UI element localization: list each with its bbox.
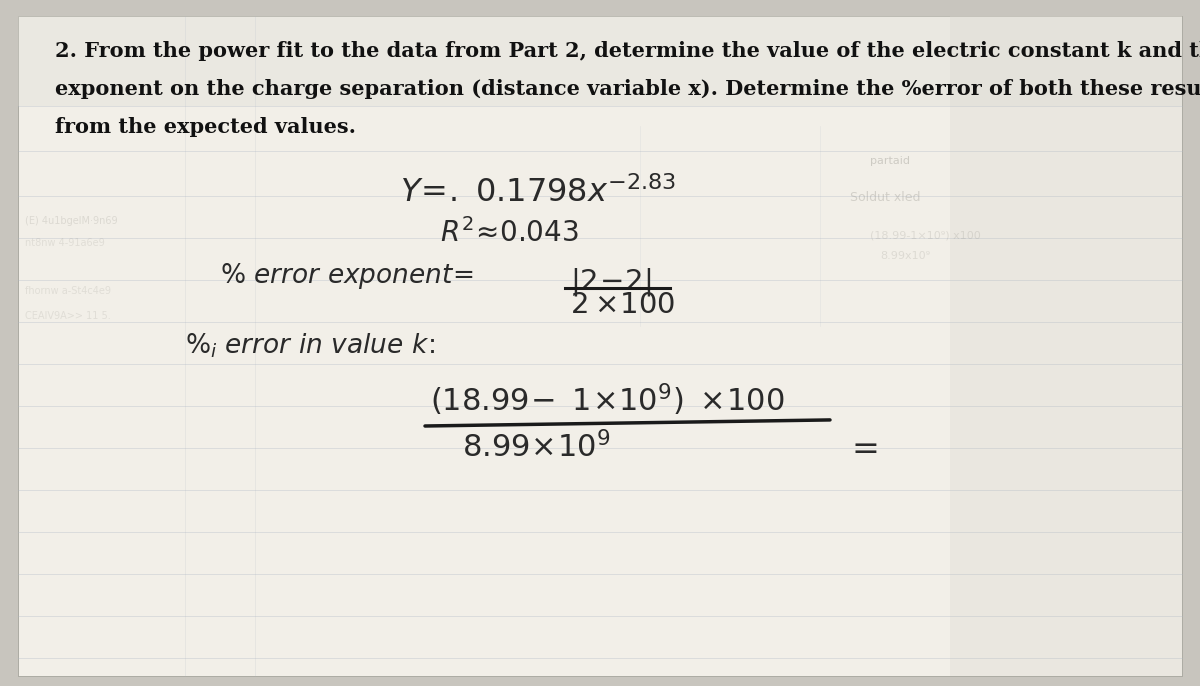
Text: fhornw a-St4c4e9: fhornw a-St4c4e9 (25, 286, 112, 296)
Text: 8.99x10⁹: 8.99x10⁹ (880, 251, 930, 261)
Text: $\%\ error\ exponent\!=\!$: $\%\ error\ exponent\!=\!$ (220, 261, 474, 291)
Text: $Y\!=\!.\ 0.1798x^{-2.83}$: $Y\!=\!.\ 0.1798x^{-2.83}$ (400, 176, 676, 209)
Text: CEAIV9A>> 11 5.: CEAIV9A>> 11 5. (25, 311, 110, 321)
FancyBboxPatch shape (18, 16, 1182, 676)
Text: $=$: $=$ (845, 431, 878, 464)
Text: $2\times\!100$: $2\times\!100$ (570, 291, 676, 319)
Text: Soldut xled: Soldut xled (850, 191, 920, 204)
Text: $\%_i\ error\ in\ value\ k\!:$: $\%_i\ error\ in\ value\ k\!:$ (185, 331, 436, 359)
Text: exponent on the charge separation (distance variable x). Determine the %error of: exponent on the charge separation (dista… (55, 79, 1200, 99)
Text: 2. From the power fit to the data from Part 2, determine the value of the electr: 2. From the power fit to the data from P… (55, 41, 1200, 61)
Text: (18.99-1×10⁹) x100: (18.99-1×10⁹) x100 (870, 231, 980, 241)
FancyBboxPatch shape (950, 16, 1182, 676)
FancyBboxPatch shape (18, 16, 1182, 106)
Text: partaid: partaid (870, 156, 910, 166)
Text: $R^2\!\approx\! 0.043$: $R^2\!\approx\! 0.043$ (440, 218, 578, 248)
Text: $8.99\!\times\!10^9$: $8.99\!\times\!10^9$ (462, 431, 611, 464)
Text: nt8nw 4-91a6e9: nt8nw 4-91a6e9 (25, 238, 104, 248)
Text: $|2\!-\!2|$: $|2\!-\!2|$ (570, 266, 652, 298)
Text: (E) 4u1bgelM·9n69: (E) 4u1bgelM·9n69 (25, 216, 118, 226)
Text: from the expected values.: from the expected values. (55, 117, 356, 137)
Text: $(18.99\!-\ 1\!\times\!10^9)\ \times\!100$: $(18.99\!-\ 1\!\times\!10^9)\ \times\!10… (430, 381, 785, 418)
